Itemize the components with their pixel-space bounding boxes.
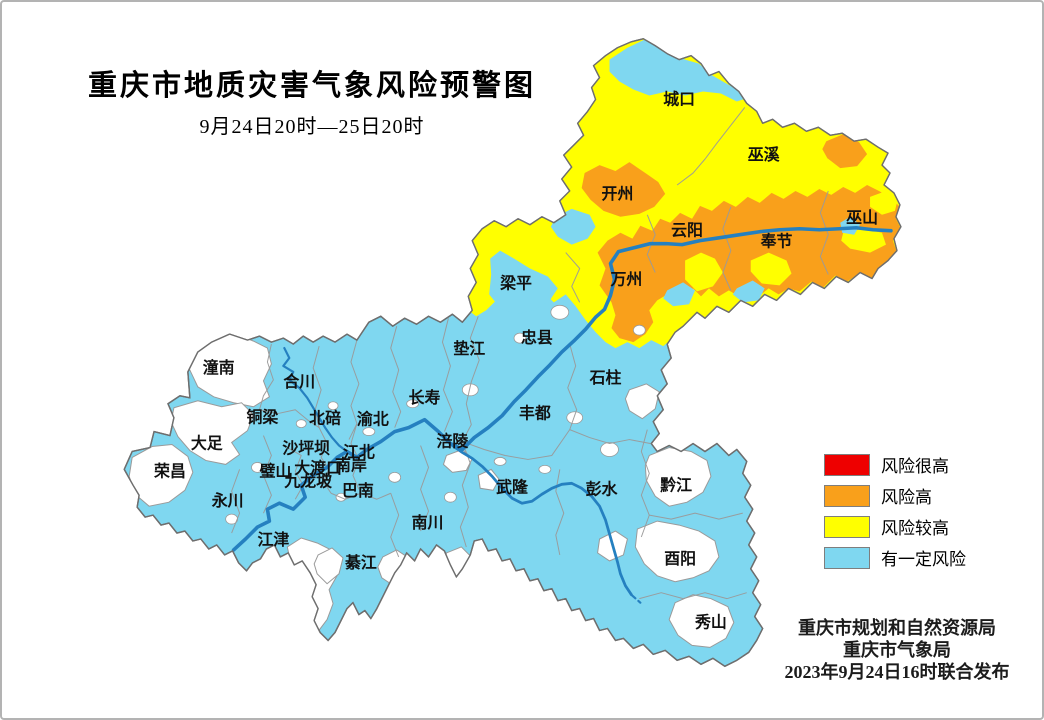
district-label-巫溪: 巫溪 (748, 145, 780, 164)
legend-row-medium-high: 风险较高 (824, 511, 966, 542)
issue-time: 2023年9月24日16时联合发布 (784, 662, 1010, 682)
district-label-万州: 万州 (610, 270, 643, 288)
district-label-城口: 城口 (663, 90, 695, 108)
district-label-南岸: 南岸 (335, 455, 367, 474)
district-borders (231, 107, 829, 600)
wujiang-river-dashed (631, 594, 642, 604)
white-zone-qijiang-west (313, 547, 344, 585)
district-label-酉阳: 酉阳 (664, 550, 696, 568)
legend-label-some-risk: 有一定风险 (881, 550, 966, 569)
white-zone-shizhu-east (624, 383, 660, 420)
district-label-垫江: 垫江 (453, 339, 485, 358)
district-label-大足: 大足 (191, 434, 223, 453)
forecast-period: 9月24日20时—25日20时 (199, 116, 425, 138)
district-label-秀山: 秀山 (694, 613, 727, 632)
district-label-武隆: 武隆 (496, 477, 529, 496)
district-label-潼南: 潼南 (203, 358, 235, 377)
district-label-荣昌: 荣昌 (153, 462, 186, 480)
issuer-line-2: 重庆市气象局 (843, 640, 951, 660)
legend-label-very-high: 风险很高 (881, 457, 949, 476)
issuer-block: 重庆市规划和自然资源局 重庆市气象局 2023年9月24日16时联合发布 (754, 617, 1040, 683)
district-label-北碚: 北碚 (309, 409, 341, 428)
blue-patch-liangping (489, 250, 558, 315)
jialing-river (282, 346, 349, 453)
district-label-忠县: 忠县 (521, 328, 553, 347)
district-label-渝北: 渝北 (357, 410, 389, 429)
municipality-outline (123, 38, 902, 667)
district-label-彭水: 彭水 (586, 479, 619, 498)
legend-label-medium-high: 风险较高 (881, 519, 949, 538)
wujiang-river (450, 444, 633, 597)
district-label-江北: 江北 (343, 443, 375, 461)
district-label-涪陵: 涪陵 (436, 432, 469, 451)
yangtze-river (231, 225, 893, 552)
blue-patch-chengkou (609, 39, 749, 102)
district-label-永川: 永川 (211, 491, 244, 510)
legend-swatch-high (824, 484, 870, 507)
district-label-巫山: 巫山 (846, 209, 878, 227)
district-label-璧山: 璧山 (259, 461, 291, 480)
page-title: 重庆市地质灾害气象风险预警图 (87, 70, 536, 102)
legend-swatch-very-high (824, 453, 870, 476)
district-label-合川: 合川 (283, 372, 315, 391)
white-speckles (225, 304, 646, 525)
district-label-綦江: 綦江 (345, 553, 377, 572)
white-zone-qianjiang (644, 446, 712, 507)
district-label-九龙坡: 九龙坡 (283, 471, 332, 490)
legend-swatch-some-risk (824, 546, 870, 569)
white-zone-dazu (170, 400, 255, 465)
district-label-云阳: 云阳 (671, 222, 703, 240)
blue-patch-wing-south-2 (732, 280, 765, 303)
yellow-patch-1 (685, 252, 723, 292)
white-zone-xiushan (668, 594, 735, 648)
legend-row-some-risk: 有一定风险 (824, 542, 966, 573)
yellow-patch-3 (870, 190, 898, 215)
issuer-line-1: 重庆市规划和自然资源局 (798, 618, 996, 638)
district-label-大渡口: 大渡口 (294, 458, 342, 477)
risk-zone-orange-central (597, 184, 901, 343)
district-label-铜梁: 铜梁 (247, 408, 279, 427)
legend-row-high: 风险高 (824, 480, 966, 511)
risk-zone-orange-kaizhou (581, 162, 666, 217)
legend-label-high: 风险高 (881, 488, 932, 507)
district-label-石柱: 石柱 (589, 368, 622, 387)
district-label-南川: 南川 (412, 513, 444, 532)
blue-patch-east (840, 216, 861, 235)
risk-zone-orange-wuxi-patch (822, 134, 868, 169)
white-zone-wulong-nw2 (477, 468, 500, 491)
blue-patch-wing-south-1 (663, 282, 696, 307)
white-zone-nanchuan-south (442, 546, 472, 584)
legend-swatch-medium-high (824, 515, 870, 538)
legend-row-very-high: 风险很高 (824, 449, 966, 480)
district-label-江津: 江津 (257, 531, 289, 549)
district-label-黔江: 黔江 (660, 475, 692, 494)
district-label-丰都: 丰都 (519, 404, 551, 423)
district-label-奉节: 奉节 (760, 232, 793, 251)
district-label-梁平: 梁平 (499, 273, 532, 292)
district-label-巴南: 巴南 (342, 481, 374, 500)
district-label-沙坪坝: 沙坪坝 (282, 439, 330, 457)
yellow-patch-4 (841, 228, 886, 253)
district-label-开州: 开州 (602, 185, 634, 203)
risk-legend: 风险很高 风险高 风险较高 有一定风险 (824, 449, 966, 573)
white-zone-youyang (634, 520, 720, 583)
yellow-patch-2 (750, 252, 792, 286)
district-label-长寿: 长寿 (409, 388, 441, 407)
